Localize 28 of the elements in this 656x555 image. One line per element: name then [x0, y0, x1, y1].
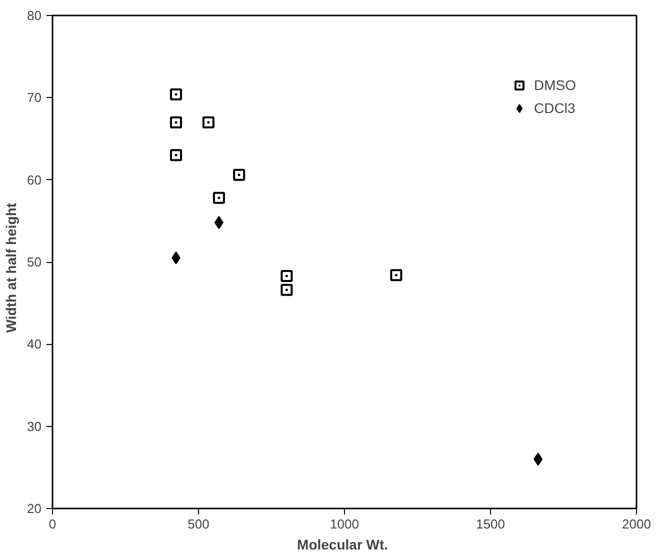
y-tick-label: 30: [27, 418, 42, 434]
point: [280, 270, 293, 282]
x-tick-label: 2000: [622, 516, 651, 532]
x-tick-label: 1000: [330, 516, 359, 532]
point: [172, 251, 181, 264]
point: [214, 216, 224, 230]
x-axis-title: Molecular Wt.: [297, 536, 388, 552]
y-tick-label: 40: [27, 336, 42, 352]
point: [534, 452, 543, 466]
y-tick-label: 80: [27, 8, 42, 23]
point: [202, 116, 214, 128]
x-tick-label: 1500: [476, 516, 505, 532]
x-tick-label: 500: [188, 516, 210, 532]
legend-label: DMSO: [534, 77, 576, 93]
x-tick-label: 0: [48, 516, 56, 532]
y-tick-label: 20: [27, 501, 42, 516]
point: [280, 284, 293, 296]
point: [212, 192, 225, 204]
y-axis-title: Width at half height: [3, 202, 20, 333]
point: [170, 116, 182, 128]
point: [170, 149, 182, 162]
y-tick-label: 50: [27, 254, 42, 270]
legend-label: CDCl3: [534, 100, 576, 116]
y-tick-label: 70: [27, 90, 42, 106]
point: [390, 269, 402, 282]
point: [233, 168, 246, 181]
y-tick-label: 60: [27, 172, 42, 188]
point: [170, 88, 182, 100]
